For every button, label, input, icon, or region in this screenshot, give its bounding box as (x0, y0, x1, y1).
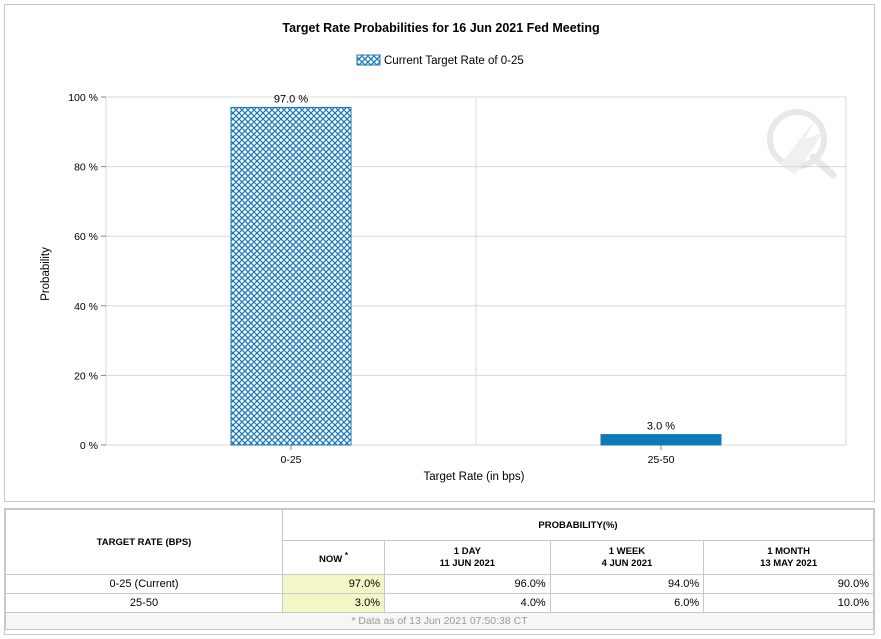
one-day-header: 1 DAY 11 JUN 2021 (384, 540, 551, 575)
one-week-cell: 6.0% (549, 593, 705, 613)
target-rate-header: TARGET RATE (BPS) (5, 509, 283, 575)
x-tick-label: 25-50 (648, 454, 675, 466)
x-axis-label: Target Rate (in bps) (424, 471, 525, 483)
probability-table-panel: TARGET RATE (BPS) PROBABILITY(%) NOW * 1… (4, 508, 875, 635)
legend-swatch (356, 54, 381, 66)
probability-header: PROBABILITY(%) (282, 508, 874, 542)
now-header: NOW * (282, 540, 385, 575)
now-cell: 3.0% (282, 593, 385, 613)
legend-label: Current Target Rate of 0-25 (384, 55, 524, 67)
one-month-cell: 10.0% (703, 593, 874, 613)
bar-data-label: 97.0 % (274, 93, 308, 105)
now-cell: 97.0% (282, 574, 385, 594)
y-tick-label: 0 % (80, 440, 98, 452)
one-day-cell: 96.0% (384, 574, 551, 594)
one-month-header: 1 MONTH 13 MAY 2021 (703, 540, 874, 575)
y-axis-label: Probability (40, 247, 52, 301)
grid (105, 96, 847, 446)
x-axis-ticks: 0-25 25-50 (280, 445, 675, 466)
bars: 97.0 % 3.0 % (230, 93, 722, 446)
table-row: 25-50 3.0% 4.0% 6.0% 10.0% (5, 593, 874, 613)
one-week-cell: 94.0% (549, 574, 705, 594)
bar-chart: Target Rate Probabilities for 16 Jun 202… (40, 21, 847, 483)
y-tick-label: 20 % (74, 370, 98, 382)
chart-title: Target Rate Probabilities for 16 Jun 202… (282, 21, 599, 35)
y-tick-label: 40 % (74, 301, 98, 313)
one-day-cell: 4.0% (384, 593, 551, 613)
bar (600, 434, 722, 446)
y-tick-label: 80 % (74, 162, 98, 174)
y-tick-label: 60 % (74, 231, 98, 243)
rate-cell: 0-25 (Current) (5, 574, 283, 594)
probability-table: TARGET RATE (BPS) PROBABILITY(%) NOW * 1… (5, 508, 874, 630)
one-week-header: 1 WEEK 4 JUN 2021 (549, 540, 705, 575)
chart-panel: Target Rate Probabilities for 16 Jun 202… (4, 4, 875, 502)
one-month-cell: 90.0% (703, 574, 874, 594)
legend[interactable]: Current Target Rate of 0-25 (356, 54, 524, 67)
y-axis-ticks: 0 % 20 % 40 % 60 % 80 % 100 % (68, 92, 106, 452)
bar (230, 106, 352, 446)
bar-data-label: 3.0 % (647, 421, 675, 433)
y-tick-label: 100 % (68, 92, 98, 104)
lightning-q-logo-icon (767, 109, 837, 179)
data-timestamp-footnote: * Data as of 13 Jun 2021 07:50:38 CT (5, 612, 874, 630)
table-row: 0-25 (Current) 97.0% 96.0% 94.0% 90.0% (5, 574, 874, 594)
x-tick-label: 0-25 (280, 454, 301, 466)
rate-cell: 25-50 (5, 593, 283, 613)
